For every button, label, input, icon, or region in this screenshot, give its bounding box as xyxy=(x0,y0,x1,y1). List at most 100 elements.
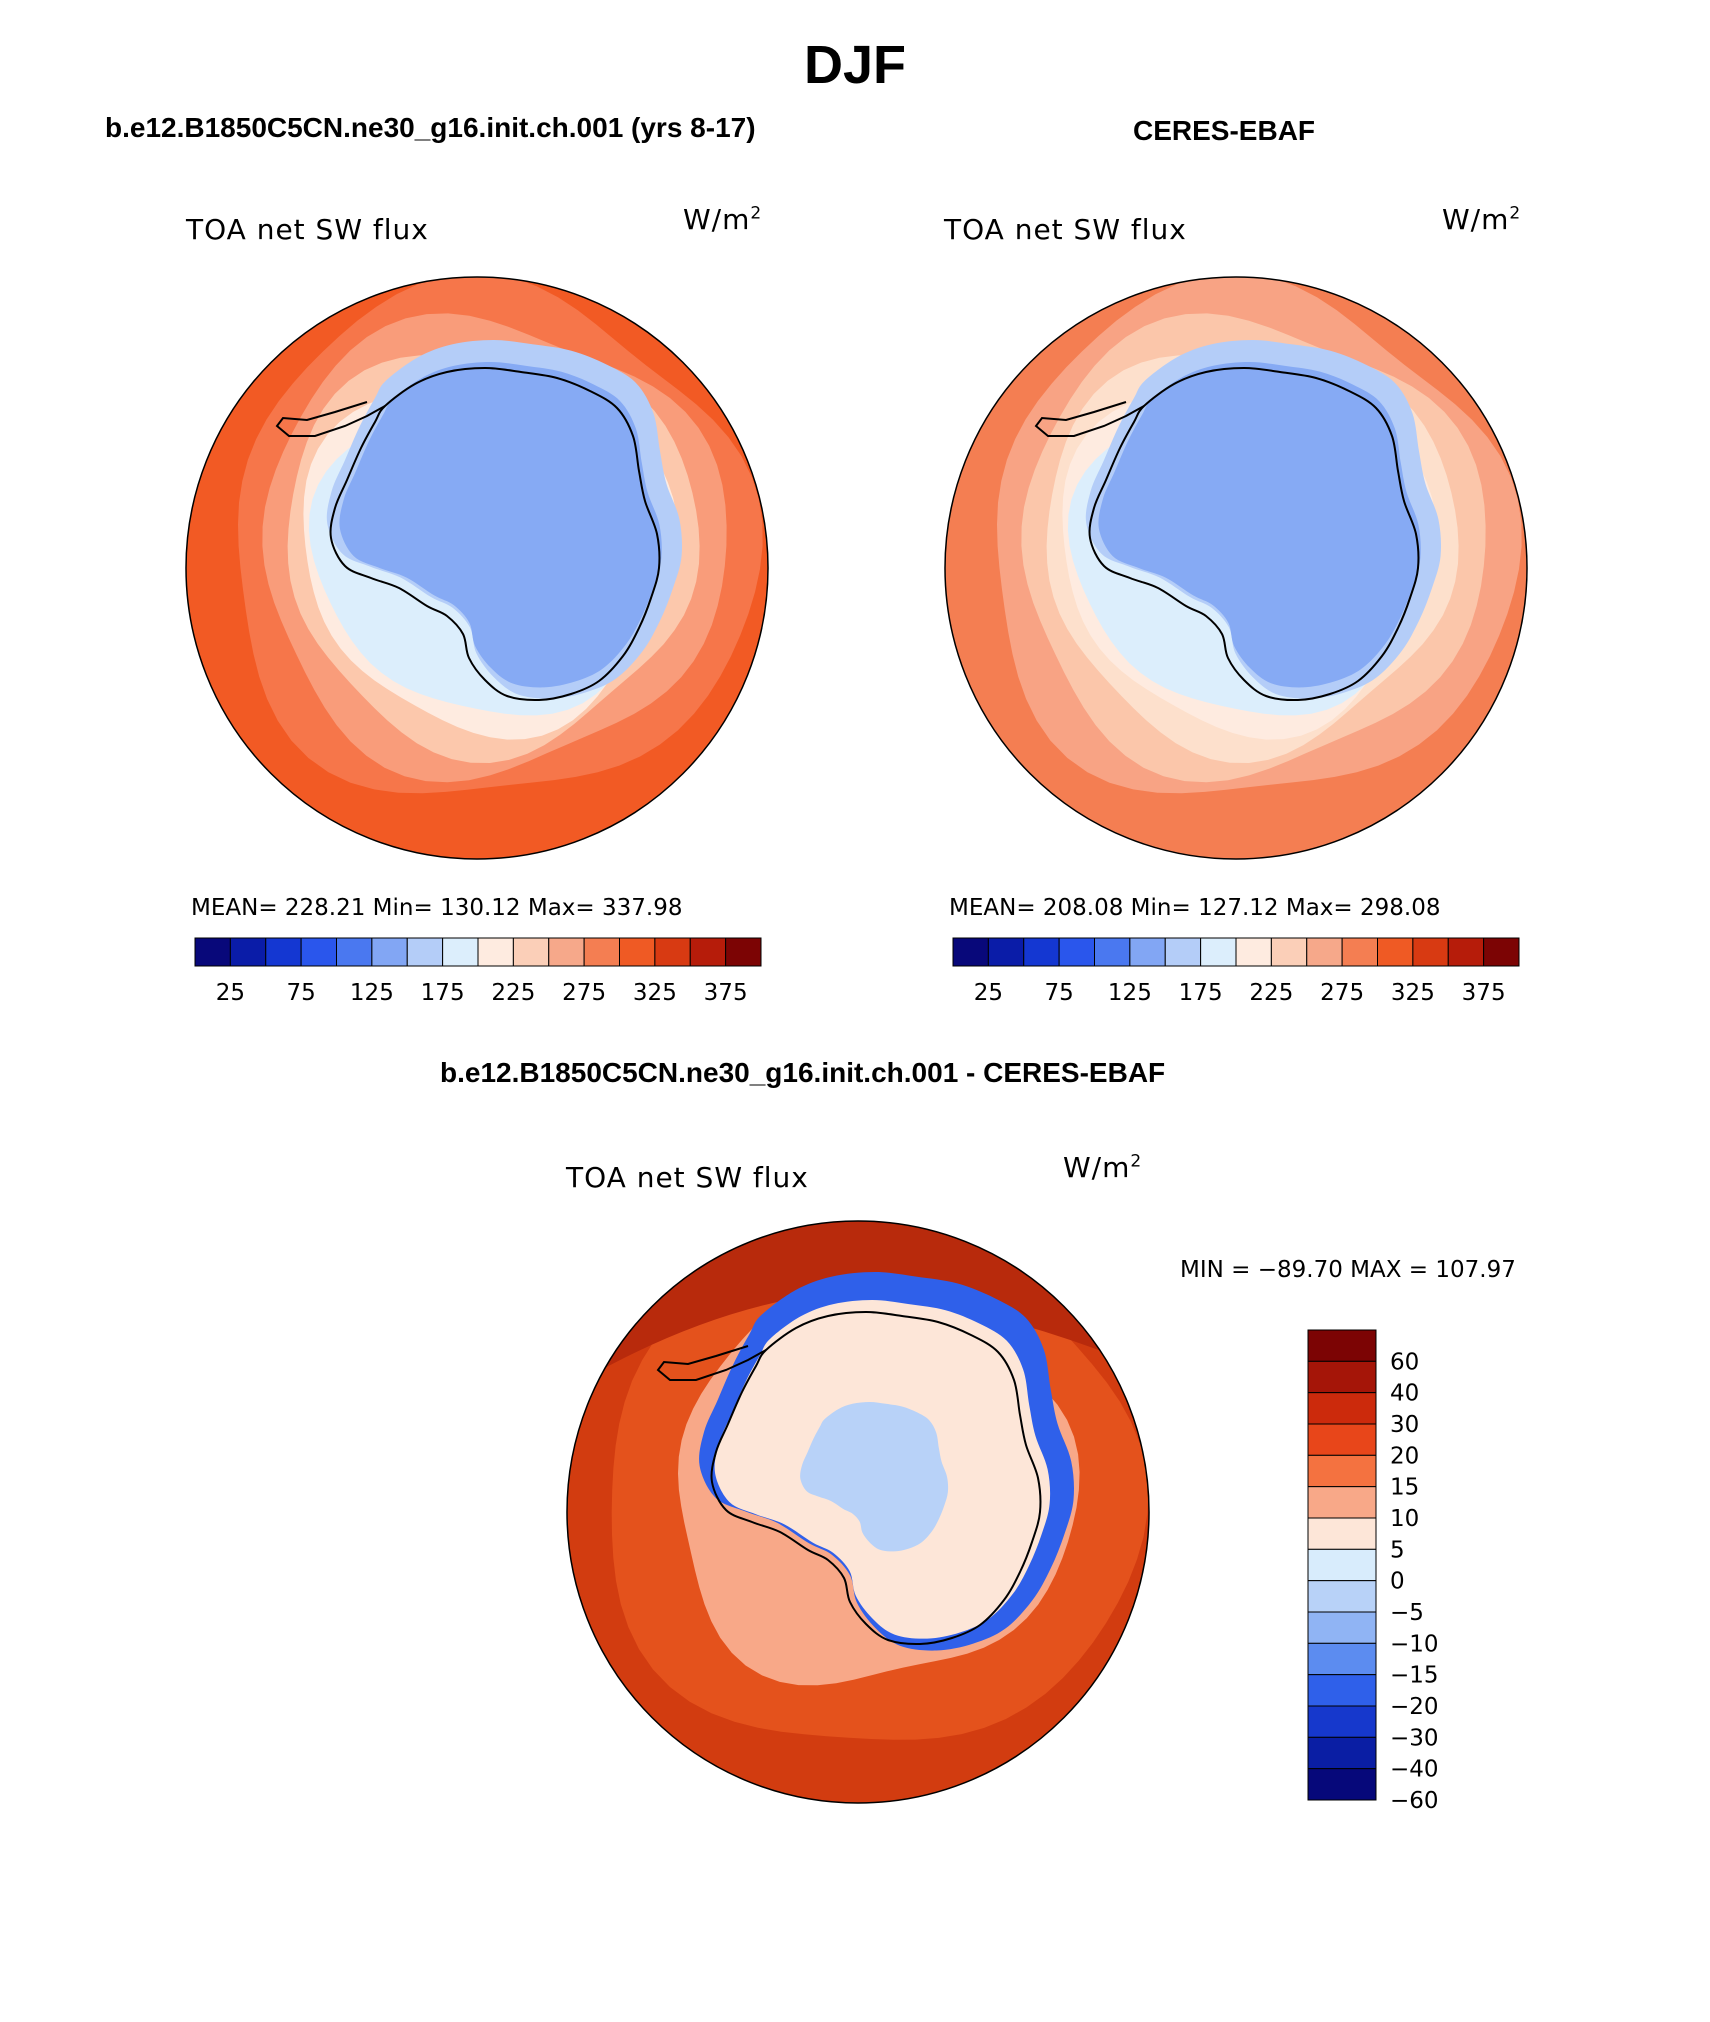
polar-map-obs xyxy=(944,276,1528,860)
colorbar-box xyxy=(583,937,620,967)
colorbar-tick-label: 275 xyxy=(1320,980,1364,1006)
colorbar-box xyxy=(1307,1736,1377,1770)
diff-level-interior xyxy=(800,1402,949,1552)
colorbar-tick-label: 325 xyxy=(1391,980,1435,1006)
colorbar-box xyxy=(1094,937,1131,967)
antarctica-coastline xyxy=(275,366,661,702)
variable-label-model: TOA net SW flux xyxy=(186,213,429,246)
colorbar-tick-label: 15 xyxy=(1390,1475,1419,1501)
colorbar-box xyxy=(1307,1705,1377,1738)
coastline-peninsula xyxy=(275,401,386,437)
colorbar-box xyxy=(1412,937,1449,967)
colorbar-box xyxy=(987,937,1025,967)
colorbar-tick-label: 5 xyxy=(1390,1537,1405,1563)
colorbar-box xyxy=(1307,1360,1377,1394)
colorbar-box xyxy=(371,937,408,967)
colorbar-box xyxy=(1307,1329,1377,1362)
colorbar-tick-label: 375 xyxy=(1462,980,1506,1006)
colorbar-tick-label: −5 xyxy=(1390,1600,1424,1626)
units-label-obs: W/m2 xyxy=(1442,203,1522,236)
colorbar-tick-label: 75 xyxy=(286,980,315,1006)
antarctica-coastline xyxy=(1034,366,1420,702)
colorbar-model: 25 75 125 175 225 275 325 375 xyxy=(194,937,762,1006)
colorbar-tick-label: 225 xyxy=(1249,980,1293,1006)
variable-label-difference: TOA net SW flux xyxy=(566,1161,809,1194)
colorbar-box xyxy=(406,937,444,967)
stats-model: MEAN= 228.21 Min= 130.12 Max= 337.98 xyxy=(191,895,683,921)
stats-difference: MIN = −89.70 MAX = 107.97 xyxy=(1180,1257,1516,1283)
colorbar-box xyxy=(1200,937,1237,967)
colorbar-box xyxy=(300,937,337,967)
colorbar-tick-label: 0 xyxy=(1390,1569,1405,1595)
colorbar-box xyxy=(1307,1423,1377,1456)
flux-level-ice-sheet xyxy=(339,362,662,688)
colorbar-box xyxy=(952,937,989,967)
colorbar-box xyxy=(1341,937,1378,967)
colorbar-tick-label: 125 xyxy=(350,980,394,1006)
colorbar-box xyxy=(1307,1768,1377,1801)
colorbar-box xyxy=(1307,1642,1377,1676)
stats-obs: MEAN= 208.08 Min= 127.12 Max= 298.08 xyxy=(949,895,1441,921)
units-label-model: W/m2 xyxy=(683,203,763,236)
antarctica-coastline xyxy=(656,1310,1042,1646)
colorbar-box xyxy=(1129,937,1166,967)
colorbar-box xyxy=(336,937,373,967)
coastline-continent xyxy=(1088,366,1420,702)
colorbar-tick-label: 25 xyxy=(216,980,245,1006)
colorbar-tick-label: −15 xyxy=(1390,1663,1439,1689)
colorbar-tick-label: 30 xyxy=(1390,1412,1419,1438)
colorbar-box xyxy=(229,937,267,967)
colorbar-box xyxy=(619,937,656,967)
colorbar-box xyxy=(1164,937,1202,967)
colorbar-tick-label: −60 xyxy=(1390,1788,1439,1814)
colorbar-box xyxy=(1307,1580,1377,1613)
colorbar-tick-label: −20 xyxy=(1390,1694,1439,1720)
colorbar-tick-label: 175 xyxy=(1179,980,1223,1006)
colorbar-tick-label: 20 xyxy=(1390,1443,1419,1469)
colorbar-tick-label: −30 xyxy=(1390,1725,1439,1751)
colorbar-tick-label: 10 xyxy=(1390,1506,1419,1532)
colorbar-tick-label: 375 xyxy=(704,980,748,1006)
colorbar-tick-label: −10 xyxy=(1390,1631,1439,1657)
colorbar-box xyxy=(1235,937,1272,967)
colorbar-tick-label: −40 xyxy=(1390,1757,1439,1783)
colorbar-box xyxy=(654,937,691,967)
diff-level-north xyxy=(567,1221,1149,1390)
panel-title-model: b.e12.B1850C5CN.ne30_g16.init.ch.001 (yr… xyxy=(105,112,756,143)
colorbar-box xyxy=(265,937,302,967)
polar-map-model xyxy=(185,276,769,860)
colorbar-box xyxy=(477,937,514,967)
colorbar-box xyxy=(1447,937,1485,967)
panel-title-difference: b.e12.B1850C5CN.ne30_g16.init.ch.001 - C… xyxy=(440,1057,1166,1088)
polar-map-difference xyxy=(566,1220,1150,1804)
coastline-continent xyxy=(329,366,661,702)
map-boundary xyxy=(185,276,769,860)
colorbar-tick-label: 60 xyxy=(1390,1349,1419,1375)
colorbar-tick-label: 325 xyxy=(633,980,677,1006)
colorbar-box xyxy=(1307,1392,1377,1425)
flux-level-ice-sheet xyxy=(1098,362,1421,688)
colorbar-box xyxy=(1307,1674,1377,1707)
variable-label-obs: TOA net SW flux xyxy=(944,213,1187,246)
colorbar-tick-label: 25 xyxy=(974,980,1003,1006)
colorbar-tick-label: 40 xyxy=(1390,1381,1419,1407)
colorbar-tick-label: 125 xyxy=(1108,980,1152,1006)
colorbar-box xyxy=(1307,1517,1377,1550)
colorbar-tick-label: 275 xyxy=(562,980,606,1006)
coastline-peninsula xyxy=(656,1345,767,1381)
colorbar-box xyxy=(1307,1486,1377,1519)
coastline-peninsula xyxy=(1034,401,1145,437)
colorbar-box xyxy=(1023,937,1060,967)
colorbar-box xyxy=(512,937,550,967)
colorbar-difference: 60 40 30 20 15 10 5 0 −5 −10 −15 −20 −30 −40 −60 xyxy=(1307,1329,1439,1814)
colorbar-box xyxy=(1377,937,1414,967)
colorbar-box xyxy=(1058,937,1095,967)
colorbar-tick-label: 175 xyxy=(421,980,465,1006)
panel-title-obs: CERES-EBAF xyxy=(1133,115,1316,146)
colorbar-box xyxy=(194,937,231,967)
colorbar-tick-label: 225 xyxy=(491,980,535,1006)
colorbar-box xyxy=(1307,1548,1377,1582)
colorbar-box xyxy=(689,937,727,967)
figure-title: DJF xyxy=(803,35,906,95)
colorbar-box xyxy=(1483,937,1520,967)
